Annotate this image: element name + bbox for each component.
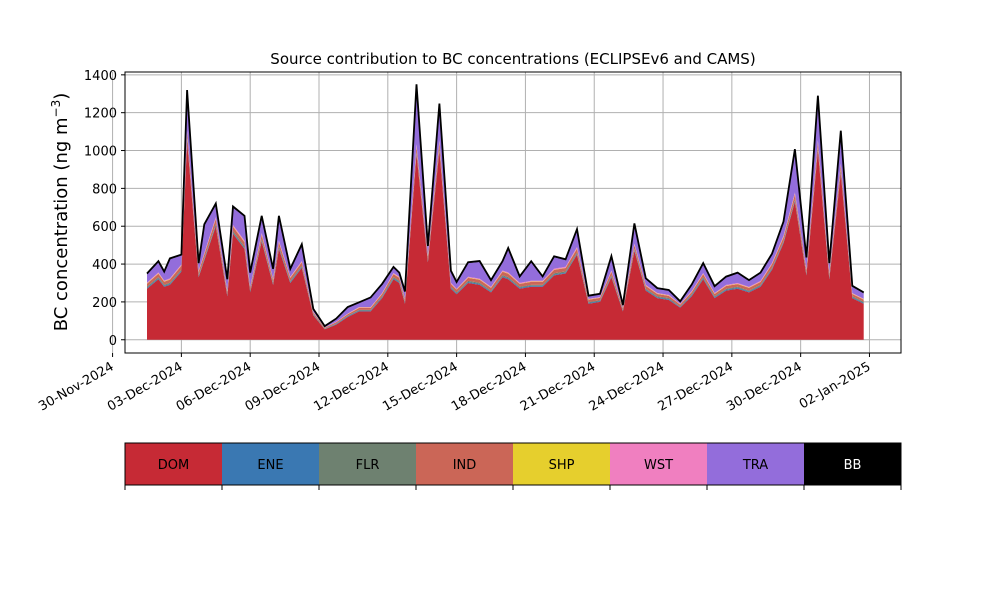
y-tick-label: 1200 bbox=[84, 107, 117, 122]
x-tick-label: 21-Dec-2024 bbox=[518, 359, 598, 414]
y-axis-ticks: 0 200 400 600 800 1000 1200 1400 bbox=[84, 69, 125, 349]
x-tick-label: 12-Dec-2024 bbox=[311, 359, 391, 414]
x-tick-label: 03-Dec-2024 bbox=[105, 359, 185, 414]
y-tick-label: 400 bbox=[92, 258, 117, 273]
x-tick-label: 09-Dec-2024 bbox=[243, 359, 323, 414]
legend-swatch-wst bbox=[610, 443, 707, 485]
total-concentration-line bbox=[146, 84, 865, 328]
legend-swatch-ene bbox=[222, 443, 319, 485]
legend-label-bb: BB bbox=[844, 458, 862, 473]
y-axis-title-close: ) bbox=[51, 93, 72, 100]
y-tick-label: 0 bbox=[109, 334, 117, 349]
x-tick-label: 18-Dec-2024 bbox=[449, 359, 529, 414]
legend-label-tra: TRA bbox=[742, 458, 768, 473]
legend-label-flr: FLR bbox=[356, 458, 380, 473]
y-tick-label: 600 bbox=[92, 220, 117, 235]
y-axis-title-text: BC concentration (ng m bbox=[51, 117, 72, 331]
y-tick-label: 800 bbox=[92, 182, 117, 197]
total-line bbox=[146, 84, 865, 328]
x-tick-label: 30-Dec-2024 bbox=[724, 359, 804, 414]
y-axis-title: BC concentration (ng m−3) bbox=[49, 93, 72, 332]
area-dom bbox=[147, 141, 864, 340]
legend-swatch-bb bbox=[804, 443, 901, 485]
legend-swatch-flr bbox=[319, 443, 416, 485]
legend-label-dom: DOM bbox=[158, 458, 189, 473]
x-tick-label: 02-Jan-2025 bbox=[797, 359, 874, 412]
x-tick-label: 27-Dec-2024 bbox=[655, 359, 735, 414]
legend-swatch-ind bbox=[416, 443, 513, 485]
chart-title: Source contribution to BC concentrations… bbox=[270, 50, 755, 68]
y-tick-label: 1400 bbox=[84, 69, 117, 84]
legend-label-ene: ENE bbox=[257, 458, 283, 473]
legend-label-wst: WST bbox=[644, 458, 673, 473]
plot-frame bbox=[124, 71, 902, 354]
x-axis-ticks: 30-Nov-202403-Dec-202406-Dec-202409-Dec-… bbox=[36, 353, 873, 415]
y-tick-label: 1000 bbox=[84, 145, 117, 160]
legend-colorbar: DOM ENE FLR IND SHP WST TRA BB bbox=[124, 442, 902, 490]
legend-swatch-tra bbox=[707, 443, 804, 485]
x-tick-label: 15-Dec-2024 bbox=[380, 359, 460, 414]
y-axis-title-exponent: −3 bbox=[49, 100, 63, 118]
x-tick-label: 06-Dec-2024 bbox=[174, 359, 254, 414]
legend-label-ind: IND bbox=[453, 458, 477, 473]
legend-label-shp: SHP bbox=[549, 458, 575, 473]
x-tick-label: 30-Nov-2024 bbox=[36, 359, 116, 414]
legend-swatch-shp bbox=[513, 443, 610, 485]
legend-swatch-dom bbox=[125, 443, 222, 485]
x-tick-label: 24-Dec-2024 bbox=[587, 359, 667, 414]
y-tick-label: 200 bbox=[92, 296, 117, 311]
stacked-areas bbox=[147, 84, 864, 340]
